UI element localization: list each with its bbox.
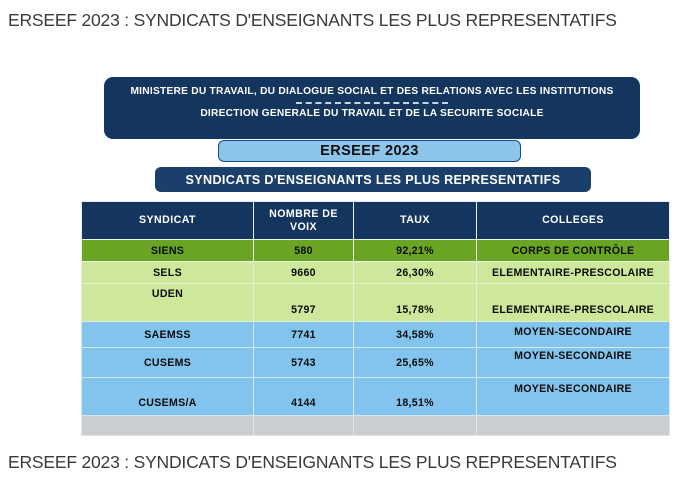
- dashed-divider: [296, 102, 448, 104]
- table-row: SIENS 580 92,21% CORPS DE CONTRÔLE: [81, 239, 670, 262]
- column-header-syndicat: SYNDICAT: [81, 201, 254, 240]
- cell-college: [476, 415, 670, 436]
- cell-college: MOYEN-SECONDAIRE: [476, 347, 670, 378]
- table-row: CUSEMS 5743 25,65% MOYEN-SECONDAIRE: [81, 347, 670, 378]
- cell-voix: 7741: [253, 321, 354, 348]
- table-row: SELS 9660 26,30% ELEMENTAIRE-PRESCOLAIRE: [81, 261, 670, 284]
- column-header-colleges: COLLEGES: [476, 201, 670, 240]
- cell-syndicat: [81, 415, 254, 436]
- cell-voix: 5743: [253, 347, 354, 378]
- table-row: UDEN 5797 15,78% ELEMENTAIRE-PRESCOLAIRE: [81, 283, 670, 322]
- cell-voix: 9660: [253, 261, 354, 284]
- cell-college: CORPS DE CONTRÔLE: [476, 239, 670, 262]
- slide-subtitle-banner: SYNDICATS D'ENSEIGNANTS LES PLUS REPRESE…: [155, 167, 591, 192]
- cell-taux: 18,51%: [353, 377, 477, 416]
- cell-college: ELEMENTAIRE-PRESCOLAIRE: [476, 261, 670, 284]
- cell-syndicat: SAEMSS: [81, 321, 254, 348]
- cell-college: MOYEN-SECONDAIRE: [476, 321, 670, 348]
- table-row: SAEMSS 7741 34,58% MOYEN-SECONDAIRE: [81, 321, 670, 348]
- ministry-title-line-2: DIRECTION GENERALE DU TRAVAIL ET DE LA S…: [200, 108, 544, 119]
- representativity-table: SYNDICAT NOMBRE DE VOIX TAUX COLLEGES SI…: [81, 201, 670, 436]
- cell-syndicat: UDEN: [81, 283, 254, 322]
- cell-taux: 15,78%: [353, 283, 477, 322]
- cell-voix: [253, 415, 354, 436]
- page-caption-top: ERSEEF 2023 : SYNDICATS D'ENSEIGNANTS LE…: [8, 10, 617, 30]
- cell-voix: 4144: [253, 377, 354, 416]
- page-caption-bottom: ERSEEF 2023 : SYNDICATS D'ENSEIGNANTS LE…: [8, 452, 617, 472]
- cell-taux: [353, 415, 477, 436]
- ministry-banner: MINISTERE DU TRAVAIL, DU DIALOGUE SOCIAL…: [104, 77, 640, 139]
- cell-taux: 26,30%: [353, 261, 477, 284]
- column-header-nombre-de-voix: NOMBRE DE VOIX: [253, 201, 354, 240]
- cell-college: ELEMENTAIRE-PRESCOLAIRE: [476, 283, 670, 322]
- cell-college: MOYEN-SECONDAIRE: [476, 377, 670, 416]
- cell-voix: 580: [253, 239, 354, 262]
- cell-syndicat: SIENS: [81, 239, 254, 262]
- cell-voix: 5797: [253, 283, 354, 322]
- ministry-title-line-1: MINISTERE DU TRAVAIL, DU DIALOGUE SOCIAL…: [130, 86, 614, 97]
- cell-taux: 34,58%: [353, 321, 477, 348]
- table-row: CUSEMS/A 4144 18,51% MOYEN-SECONDAIRE: [81, 377, 670, 416]
- erseef-year-badge: ERSEEF 2023: [218, 140, 521, 162]
- column-header-taux: TAUX: [353, 201, 477, 240]
- table-header-row: SYNDICAT NOMBRE DE VOIX TAUX COLLEGES: [81, 201, 670, 240]
- cell-syndicat: SELS: [81, 261, 254, 284]
- cell-syndicat: CUSEMS/A: [81, 377, 254, 416]
- cell-taux: 92,21%: [353, 239, 477, 262]
- slide-content: MINISTERE DU TRAVAIL, DU DIALOGUE SOCIAL…: [0, 60, 699, 440]
- cell-syndicat: CUSEMS: [81, 347, 254, 378]
- table-row-empty: [81, 415, 670, 436]
- cell-taux: 25,65%: [353, 347, 477, 378]
